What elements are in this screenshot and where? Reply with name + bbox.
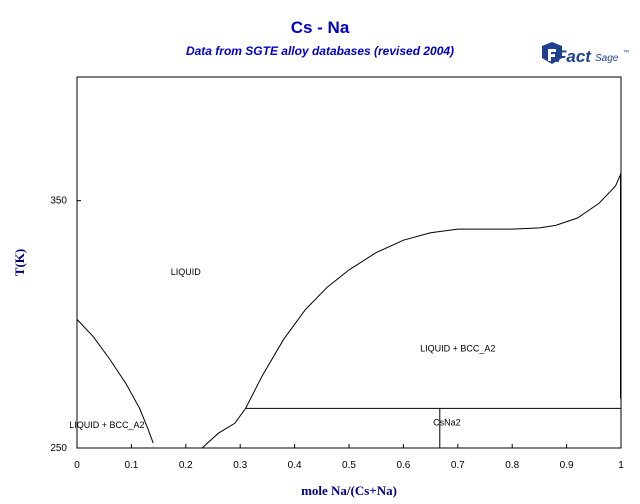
- y-axis-label: T(K): [12, 249, 27, 276]
- x-tick-label: 0: [74, 460, 80, 471]
- x-tick-label: 1: [618, 460, 624, 471]
- factsage-logo: Fact Sage ™: [542, 42, 629, 66]
- x-tick-label: 0.3: [233, 460, 247, 471]
- x-tick-label: 0.6: [396, 460, 410, 471]
- x-tick-label: 0.4: [288, 460, 302, 471]
- y-axis-ticks: 250 350: [50, 196, 81, 454]
- factsage-logo-icon: [542, 42, 562, 64]
- x-tick-label: 0.5: [342, 460, 356, 471]
- x-tick-label: 0.9: [560, 460, 574, 471]
- chart-title: Cs - Na: [290, 18, 350, 37]
- phase-boundaries: [77, 173, 621, 448]
- x-tick-label: 0.7: [451, 460, 465, 471]
- x-tick-label: 0.1: [124, 460, 138, 471]
- logo-word-sage: Sage: [595, 53, 619, 64]
- region-labels: LIQUID LIQUID + BCC_A2 LIQUID + BCC_A2 CsNa…: [69, 267, 495, 430]
- x-axis-ticks: 0 0.1 0.2 0.3 0.4 0.5 0.6 0.7 0.8 0.9 1: [74, 444, 624, 471]
- logo-word-fact: Fact: [556, 47, 592, 66]
- region-label: LIQUID: [171, 267, 202, 277]
- logo-trademark: ™: [623, 49, 629, 56]
- y-tick-label: 350: [50, 196, 67, 207]
- region-label: CsNa2: [433, 418, 461, 428]
- boundary-line-1: [77, 319, 154, 444]
- x-tick-label: 0.2: [179, 460, 193, 471]
- region-label: LIQUID + BCC_A2: [69, 420, 144, 430]
- x-axis-label: mole Na/(Cs+Na): [301, 483, 397, 498]
- x-tick-label: 0.8: [505, 460, 519, 471]
- boundary-line-2: [201, 173, 621, 448]
- chart-subtitle: Data from SGTE alloy databases (revised …: [185, 44, 455, 58]
- plot-frame: [76, 76, 622, 449]
- region-label: LIQUID + BCC_A2: [420, 344, 495, 354]
- y-tick-label: 250: [50, 443, 67, 454]
